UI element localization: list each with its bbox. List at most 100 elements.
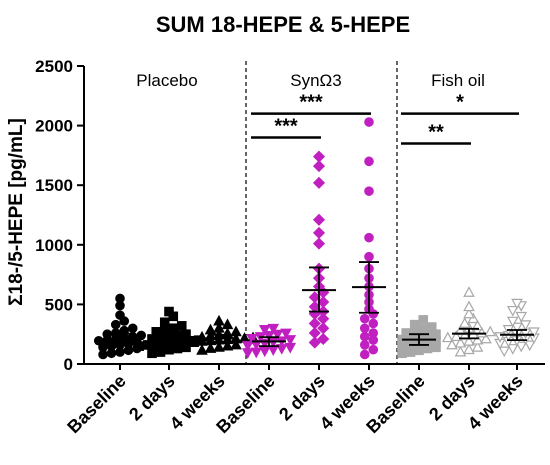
data-point — [368, 344, 379, 355]
data-point — [426, 322, 437, 332]
data-point — [409, 319, 420, 330]
data-point — [498, 346, 511, 358]
data-point — [463, 300, 475, 312]
data-point — [181, 329, 191, 339]
data-point — [164, 306, 174, 317]
series-4 — [241, 323, 297, 359]
data-point — [418, 315, 429, 325]
data-point — [284, 335, 297, 346]
series-7 — [397, 315, 441, 359]
data-point — [506, 316, 519, 328]
data-point — [454, 336, 467, 348]
data-point — [519, 320, 532, 331]
data-point — [115, 293, 125, 304]
significance-label: *** — [274, 116, 298, 138]
data-point — [506, 344, 519, 355]
data-point — [246, 333, 258, 345]
data-point — [271, 329, 284, 341]
data-point — [187, 336, 200, 347]
data-point — [312, 213, 326, 226]
data-point — [312, 176, 326, 189]
data-point — [127, 323, 138, 334]
data-point — [441, 331, 454, 343]
data-point — [312, 226, 326, 239]
data-point — [155, 347, 166, 357]
data-point — [308, 326, 321, 340]
data-point — [506, 305, 519, 317]
series-1 — [93, 293, 147, 360]
data-point — [317, 332, 330, 346]
data-point — [147, 348, 157, 359]
data-point — [280, 328, 292, 340]
data-point — [364, 117, 374, 127]
data-point — [463, 343, 475, 355]
error-bar — [103, 332, 137, 346]
y-tick-label: 0 — [64, 355, 73, 374]
data-point — [401, 328, 412, 338]
data-point — [317, 312, 330, 325]
data-point — [364, 232, 374, 243]
data-point — [515, 341, 528, 353]
data-point — [475, 326, 488, 338]
data-point — [471, 333, 484, 345]
data-point — [176, 321, 187, 331]
data-point — [213, 341, 225, 352]
data-point — [241, 341, 254, 352]
error-bar — [500, 329, 534, 342]
data-point — [213, 321, 225, 333]
series-2 — [134, 306, 204, 359]
y-axis-label: Σ18-/5-HEPE [pg/mL] — [6, 118, 27, 306]
data-point — [312, 237, 326, 250]
data-point — [312, 150, 326, 163]
data-point — [446, 338, 458, 350]
group-label: Fish oil — [431, 71, 485, 90]
data-point — [267, 323, 280, 335]
data-point — [418, 324, 429, 335]
series-6 — [352, 117, 386, 360]
y-tick-label: 2500 — [35, 57, 73, 76]
data-point — [480, 332, 492, 344]
significance-label: * — [456, 92, 464, 114]
data-point — [159, 317, 170, 328]
series-8 — [441, 286, 497, 357]
data-point — [308, 336, 321, 349]
error-bar — [352, 261, 386, 314]
data-point — [364, 251, 374, 262]
data-point — [134, 341, 145, 351]
significance-label: *** — [299, 92, 323, 114]
data-point — [364, 156, 374, 167]
data-point — [359, 349, 370, 360]
x-tick-label: Baseline — [63, 371, 130, 438]
data-point — [511, 322, 523, 334]
data-point — [110, 319, 121, 330]
data-point — [258, 325, 271, 336]
data-point — [168, 323, 179, 334]
data-point — [359, 323, 370, 334]
error-bar — [302, 266, 336, 313]
data-point — [263, 330, 275, 342]
data-point — [115, 310, 125, 320]
data-point — [368, 318, 379, 329]
data-point — [317, 322, 330, 335]
significance-label: ** — [428, 121, 444, 143]
error-bar — [252, 336, 286, 348]
data-point — [93, 335, 104, 346]
data-point — [450, 330, 463, 341]
data-point — [359, 331, 370, 342]
data-point — [511, 298, 523, 310]
data-point — [230, 325, 242, 337]
data-point — [308, 317, 321, 330]
group-label: SynΩ3 — [290, 71, 341, 90]
chart-title: SUM 18-HEPE & 5-HEPE — [156, 12, 410, 37]
data-point — [159, 325, 170, 336]
data-point — [312, 160, 326, 173]
group-label: Placebo — [136, 71, 197, 90]
data-point — [267, 337, 280, 349]
error-bar — [202, 333, 236, 343]
data-point — [471, 341, 484, 352]
y-tick-label: 500 — [45, 295, 73, 314]
error-bar — [152, 334, 186, 346]
data-point — [221, 318, 234, 330]
data-point — [463, 307, 475, 319]
